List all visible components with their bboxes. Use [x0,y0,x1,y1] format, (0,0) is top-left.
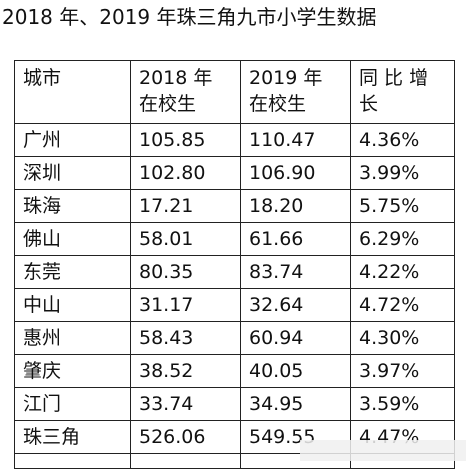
header-2019: 2019 年在校生 [240,60,351,124]
table-row: 佛山 58.01 61.66 6.29% [14,222,455,256]
table-row: 东莞 80.35 83.74 4.22% [14,255,455,289]
cell-y2019: 34.95 [240,387,351,421]
table-row: 珠三角 526.06 549.55 4.47% [14,420,455,454]
cell-y2018: 80.35 [130,255,241,289]
data-table: 城市 2018 年在校生 2019 年在校生 同 比 增长 广州 105.85 11… [14,60,455,469]
cell-growth: 3.59% [350,387,455,421]
cell-growth: 4.36% [350,123,455,157]
header-city: 城市 [14,60,131,124]
cell-growth: 5.75% [350,189,455,223]
cell-city: 广州 [14,123,131,157]
cell-y2018: 17.21 [130,189,241,223]
cell-city: 惠州 [14,321,131,355]
cell-growth: 3.97% [350,354,455,388]
table-row: 江门 33.74 34.95 3.59% [14,387,455,421]
cell-city: 珠三角 [14,420,131,454]
cell-empty [14,453,131,469]
cell-y2018: 33.74 [130,387,241,421]
cell-y2018: 58.01 [130,222,241,256]
cell-y2019: 40.05 [240,354,351,388]
cell-growth: 4.72% [350,288,455,322]
cell-y2018: 105.85 [130,123,241,157]
cell-empty [130,453,241,469]
cell-city: 深圳 [14,156,131,190]
cell-growth: 3.99% [350,156,455,190]
cell-city: 中山 [14,288,131,322]
cell-city: 东莞 [14,255,131,289]
page-title: 2018 年、2019 年珠三角九市小学生数据 [2,5,377,29]
table-row: 中山 31.17 32.64 4.72% [14,288,455,322]
cell-y2018: 526.06 [130,420,241,454]
cell-y2019: 18.20 [240,189,351,223]
table-row: 肇庆 38.52 40.05 3.97% [14,354,455,388]
cell-y2019: 32.64 [240,288,351,322]
table-header-row: 城市 2018 年在校生 2019 年在校生 同 比 增长 [14,60,455,124]
cell-y2018: 102.80 [130,156,241,190]
cell-y2019: 61.66 [240,222,351,256]
header-growth: 同 比 增长 [350,60,455,124]
cell-y2018: 58.43 [130,321,241,355]
cell-city: 江门 [14,387,131,421]
cell-growth: 4.30% [350,321,455,355]
cell-y2019: 60.94 [240,321,351,355]
table-row: 广州 105.85 110.47 4.36% [14,123,455,157]
cell-y2018: 38.52 [130,354,241,388]
cell-y2019: 110.47 [240,123,351,157]
cell-y2019: 106.90 [240,156,351,190]
table-row: 深圳 102.80 106.90 3.99% [14,156,455,190]
watermark-overlay [300,440,466,461]
cell-city: 佛山 [14,222,131,256]
cell-growth: 6.29% [350,222,455,256]
table-row: 惠州 58.43 60.94 4.30% [14,321,455,355]
cell-y2019: 83.74 [240,255,351,289]
table-row: 珠海 17.21 18.20 5.75% [14,189,455,223]
cell-city: 珠海 [14,189,131,223]
cell-city: 肇庆 [14,354,131,388]
header-2018: 2018 年在校生 [130,60,241,124]
cell-y2018: 31.17 [130,288,241,322]
cell-growth: 4.22% [350,255,455,289]
